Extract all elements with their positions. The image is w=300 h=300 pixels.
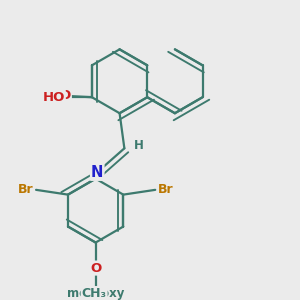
Text: Br: Br [158, 183, 174, 196]
Text: Br: Br [17, 183, 33, 196]
Text: N: N [91, 165, 104, 180]
Text: O: O [60, 89, 71, 102]
Text: O: O [90, 262, 101, 275]
Text: HO: HO [42, 91, 65, 104]
Text: H: H [134, 139, 144, 152]
Text: CH₃: CH₃ [82, 287, 106, 300]
Text: H: H [50, 89, 60, 102]
Text: methoxy: methoxy [67, 287, 124, 300]
